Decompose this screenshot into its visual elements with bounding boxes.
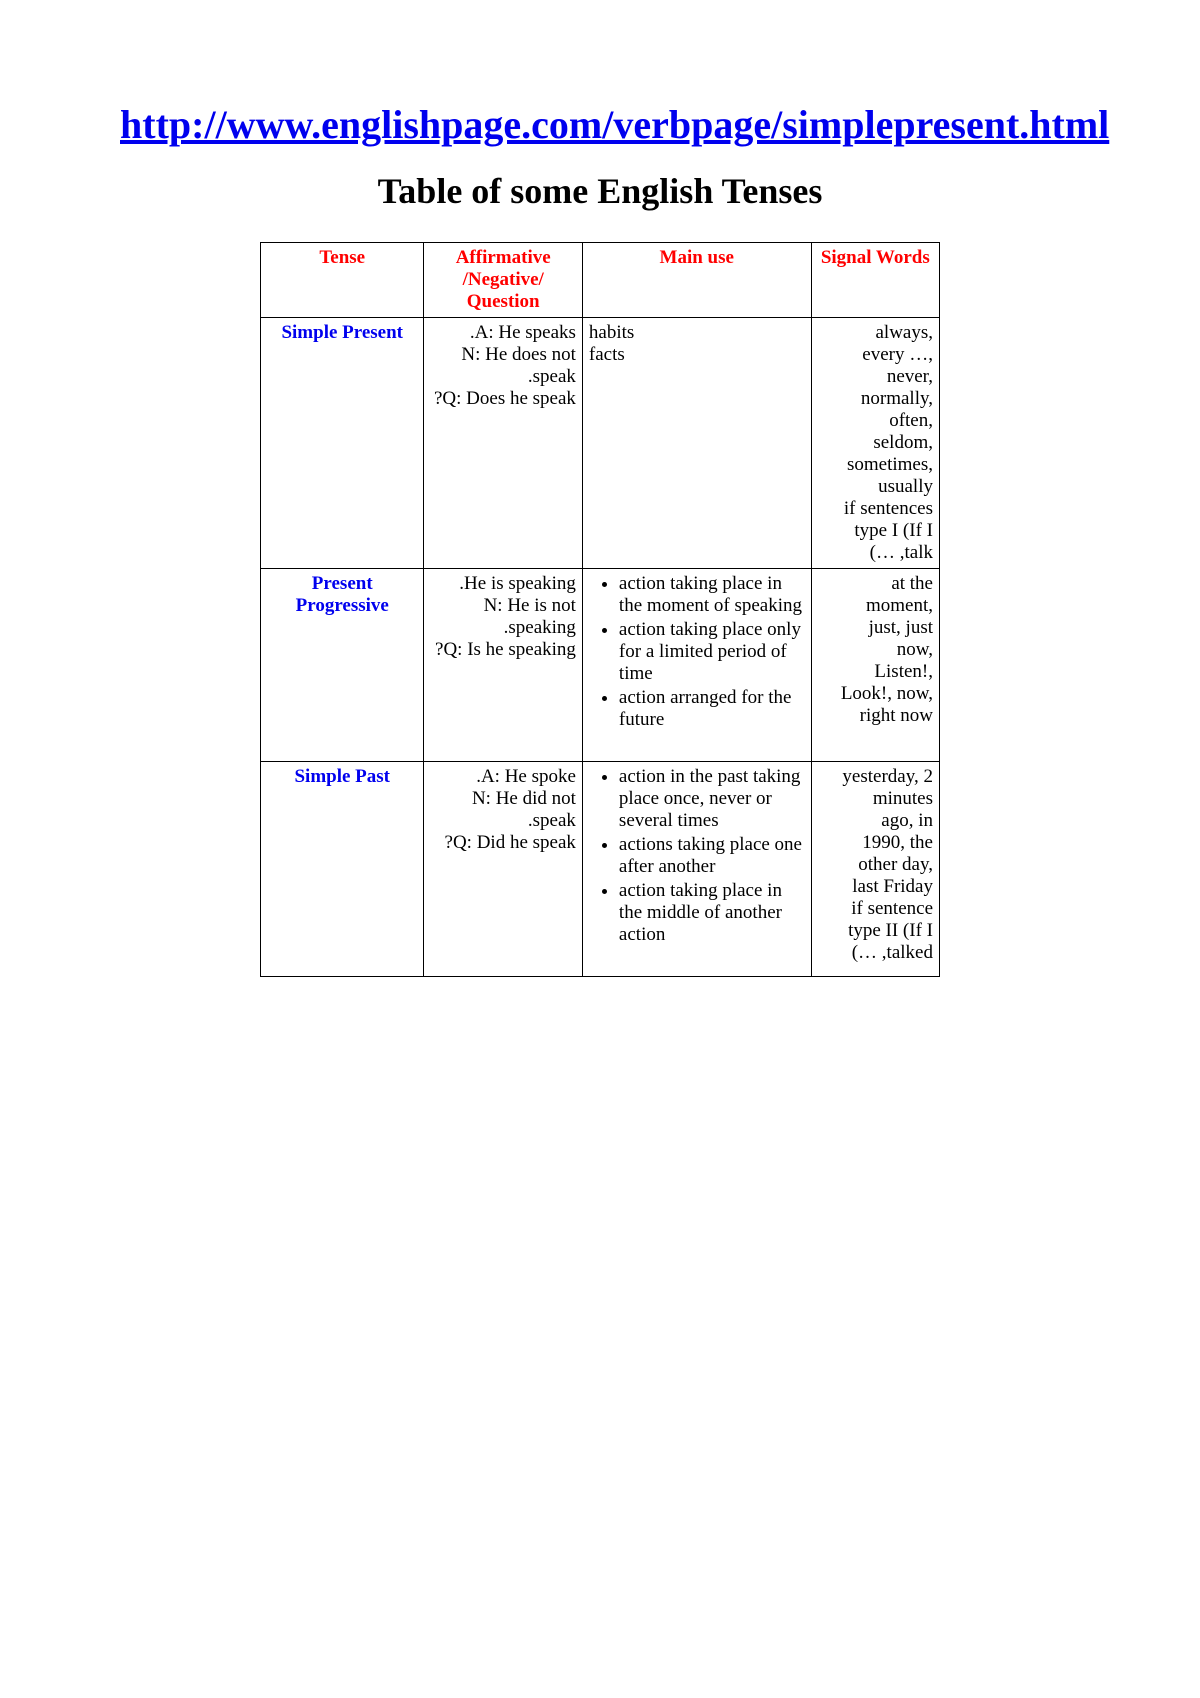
table-row: Present Progressive .He is speaking N: H… [261,569,940,762]
form-line: .He is speaking [430,573,575,595]
col-header-signal: Signal Words [811,243,939,318]
signal-line: moment, [818,595,933,617]
signal-line: ago, in [818,810,933,832]
mainuse-plain: habits facts [589,322,634,365]
col-header-mainuse: Main use [582,243,811,318]
cell-forms: .He is speaking N: He is not .speaking ?… [424,569,582,762]
form-line: N: He did not [430,788,575,810]
table-row: Simple Present .A: He speaks N: He does … [261,318,940,569]
signal-line: normally, [818,388,933,410]
tenses-table: Tense Affirmative /Negative/ Question Ma… [260,242,940,977]
signal-line: usually [818,476,933,498]
mainuse-item: action taking place in the moment of spe… [619,573,805,617]
signal-line: just, just [818,617,933,639]
signal-line: at the [818,573,933,595]
cell-tense: Simple Present [261,318,424,569]
form-line: .A: He spoke [430,766,575,788]
signal-line: minutes [818,788,933,810]
cell-signal: always, every …, never, normally, often,… [811,318,939,569]
signal-line: type II (If I [818,920,933,942]
mainuse-item: action arranged for the future [619,687,805,731]
signal-line: every …, [818,344,933,366]
table-body: Simple Present .A: He speaks N: He does … [261,318,940,977]
form-line: .speak [430,366,575,388]
cell-forms: .A: He speaks N: He does not .speak ?Q: … [424,318,582,569]
signal-line: never, [818,366,933,388]
page-subtitle: Table of some English Tenses [120,170,1080,212]
signal-line: last Friday [818,876,933,898]
signal-line: often, [818,410,933,432]
cell-signal: at the moment, just, just now, Listen!, … [811,569,939,762]
col-header-forms: Affirmative /Negative/ Question [424,243,582,318]
signal-line: other day, [818,854,933,876]
signal-line: sometimes, [818,454,933,476]
signal-line: type I (If I [818,520,933,542]
mainuse-item: actions taking place one after another [619,834,805,878]
table-row: Simple Past .A: He spoke N: He did not .… [261,762,940,977]
cell-mainuse: action in the past taking place once, ne… [582,762,811,977]
signal-line: yesterday, 2 [818,766,933,788]
mainuse-item: action taking place only for a limited p… [619,619,805,685]
signal-line: always, [818,322,933,344]
cell-tense: Present Progressive [261,569,424,762]
form-line: ?Q: Did he speak [430,832,575,854]
mainuse-item: action taking place in the middle of ano… [619,880,805,946]
form-line: ?Q: Does he speak [430,388,575,410]
signal-line: (… ,talk [818,542,933,564]
cell-forms: .A: He spoke N: He did not .speak ?Q: Di… [424,762,582,977]
mainuse-list: action in the past taking place once, ne… [589,766,805,946]
form-line: .speaking [430,617,575,639]
signal-line: now, [818,639,933,661]
cell-tense: Simple Past [261,762,424,977]
mainuse-item: action in the past taking place once, ne… [619,766,805,832]
spacer [589,733,805,757]
table-header-row: Tense Affirmative /Negative/ Question Ma… [261,243,940,318]
form-line: .A: He speaks [430,322,575,344]
form-line: ?Q: Is he speaking [430,639,575,661]
mainuse-list: action taking place in the moment of spe… [589,573,805,731]
signal-line: Look!, now, [818,683,933,705]
cell-mainuse: habits facts [582,318,811,569]
source-url-link[interactable]: http://www.englishpage.com/verbpage/simp… [120,102,1109,147]
cell-signal: yesterday, 2 minutes ago, in 1990, the o… [811,762,939,977]
signal-line: right now [818,705,933,727]
signal-line: 1990, the [818,832,933,854]
form-line: N: He does not [430,344,575,366]
signal-line: (… ,talked [818,942,933,964]
cell-mainuse: action taking place in the moment of spe… [582,569,811,762]
spacer [589,948,805,972]
signal-line: if sentences [818,498,933,520]
signal-line: seldom, [818,432,933,454]
col-header-tense: Tense [261,243,424,318]
page-title-link-heading: http://www.englishpage.com/verbpage/simp… [120,100,1080,150]
signal-line: Listen!, [818,661,933,683]
form-line: N: He is not [430,595,575,617]
document-page: http://www.englishpage.com/verbpage/simp… [0,0,1200,977]
form-line: .speak [430,810,575,832]
signal-line: if sentence [818,898,933,920]
